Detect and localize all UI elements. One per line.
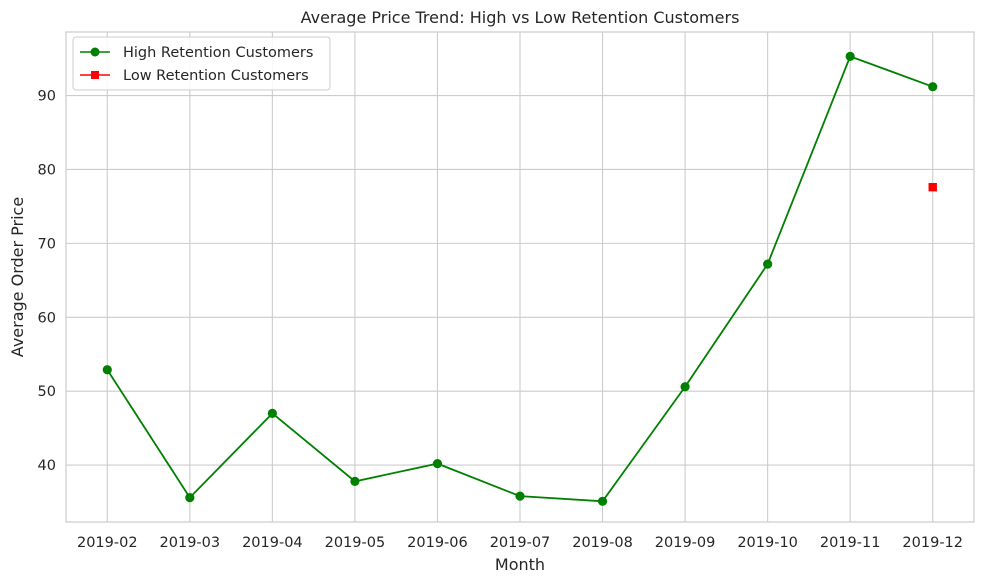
x-tick-label: 2019-11 (820, 535, 881, 551)
x-tick-label: 2019-12 (902, 535, 963, 551)
x-tick-label: 2019-04 (242, 535, 303, 551)
data-point (597, 496, 608, 506)
grid-lines (66, 32, 974, 522)
x-axis-title: Month (495, 555, 545, 574)
series-high-retention (102, 51, 938, 506)
y-tick-labels: 40 50 60 70 80 90 (38, 89, 56, 475)
data-point (432, 459, 443, 469)
x-tick-label: 2019-10 (737, 535, 798, 551)
y-axis-title: Average Order Price (8, 197, 27, 357)
legend-label-high: High Retention Customers (123, 45, 313, 61)
data-point (102, 365, 112, 375)
data-point (350, 476, 360, 486)
chart-title: Average Price Trend: High vs Low Retenti… (301, 8, 740, 27)
x-tick-label: 2019-02 (77, 535, 138, 551)
legend-box (72, 36, 331, 91)
y-tick-label: 80 (38, 162, 56, 178)
data-point (515, 491, 525, 501)
legend-label-low: Low Retention Customers (123, 68, 309, 84)
x-tick-labels: 2019-02 2019-03 2019-04 2019-05 2019-06 2019-… (77, 535, 963, 551)
x-tick-label: 2019-06 (407, 535, 468, 551)
data-point (185, 493, 195, 503)
legend-marker-high (90, 47, 100, 57)
data-point (680, 382, 690, 392)
y-tick-label: 60 (38, 310, 56, 326)
x-tick-label: 2019-09 (655, 535, 716, 551)
data-point (845, 51, 855, 61)
data-series (102, 51, 938, 506)
data-point (267, 408, 277, 418)
data-point (928, 183, 937, 192)
x-tick-label: 2019-08 (572, 535, 633, 551)
legend: High Retention Customers Low Retention C… (72, 36, 331, 91)
series-low-retention (928, 183, 937, 192)
x-tick-label: 2019-07 (490, 535, 551, 551)
data-point (928, 82, 938, 92)
y-tick-label: 40 (38, 458, 56, 474)
y-tick-label: 90 (38, 89, 56, 105)
x-tick-label: 2019-03 (160, 535, 221, 551)
y-tick-label: 50 (38, 384, 56, 400)
x-tick-label: 2019-05 (325, 535, 386, 551)
legend-marker-low (91, 71, 99, 79)
data-point (763, 259, 773, 269)
y-tick-label: 70 (38, 236, 56, 252)
